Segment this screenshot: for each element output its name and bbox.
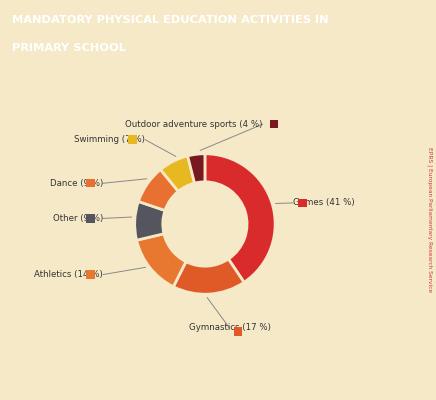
Bar bbox=[234, 327, 242, 336]
Wedge shape bbox=[138, 170, 178, 210]
Wedge shape bbox=[160, 156, 194, 191]
Text: MANDATORY PHYSICAL EDUCATION ACTIVITIES IN: MANDATORY PHYSICAL EDUCATION ACTIVITIES … bbox=[12, 15, 328, 25]
Wedge shape bbox=[205, 154, 275, 282]
Text: Other (9 %): Other (9 %) bbox=[53, 214, 103, 223]
Bar bbox=[298, 199, 307, 207]
Wedge shape bbox=[136, 234, 186, 287]
Text: Athletics (14 %): Athletics (14 %) bbox=[34, 270, 103, 279]
Text: EPRS | European Parliamentary Research Service: EPRS | European Parliamentary Research S… bbox=[427, 148, 432, 292]
Text: Outdoor adventure sports (4 %): Outdoor adventure sports (4 %) bbox=[125, 120, 262, 129]
Text: Gymnastics (17 %): Gymnastics (17 %) bbox=[188, 324, 270, 332]
Text: PRIMARY SCHOOL: PRIMARY SCHOOL bbox=[12, 43, 126, 53]
Bar bbox=[86, 179, 95, 188]
Bar bbox=[269, 120, 278, 128]
Bar bbox=[128, 136, 137, 144]
Wedge shape bbox=[187, 154, 205, 183]
Text: Dance (9 %): Dance (9 %) bbox=[50, 179, 103, 188]
Text: Swimming (7 %): Swimming (7 %) bbox=[74, 135, 145, 144]
Text: Games (41 %): Games (41 %) bbox=[293, 198, 354, 208]
Bar bbox=[86, 214, 95, 222]
Wedge shape bbox=[135, 202, 165, 240]
Bar bbox=[86, 270, 95, 279]
Wedge shape bbox=[174, 259, 244, 294]
